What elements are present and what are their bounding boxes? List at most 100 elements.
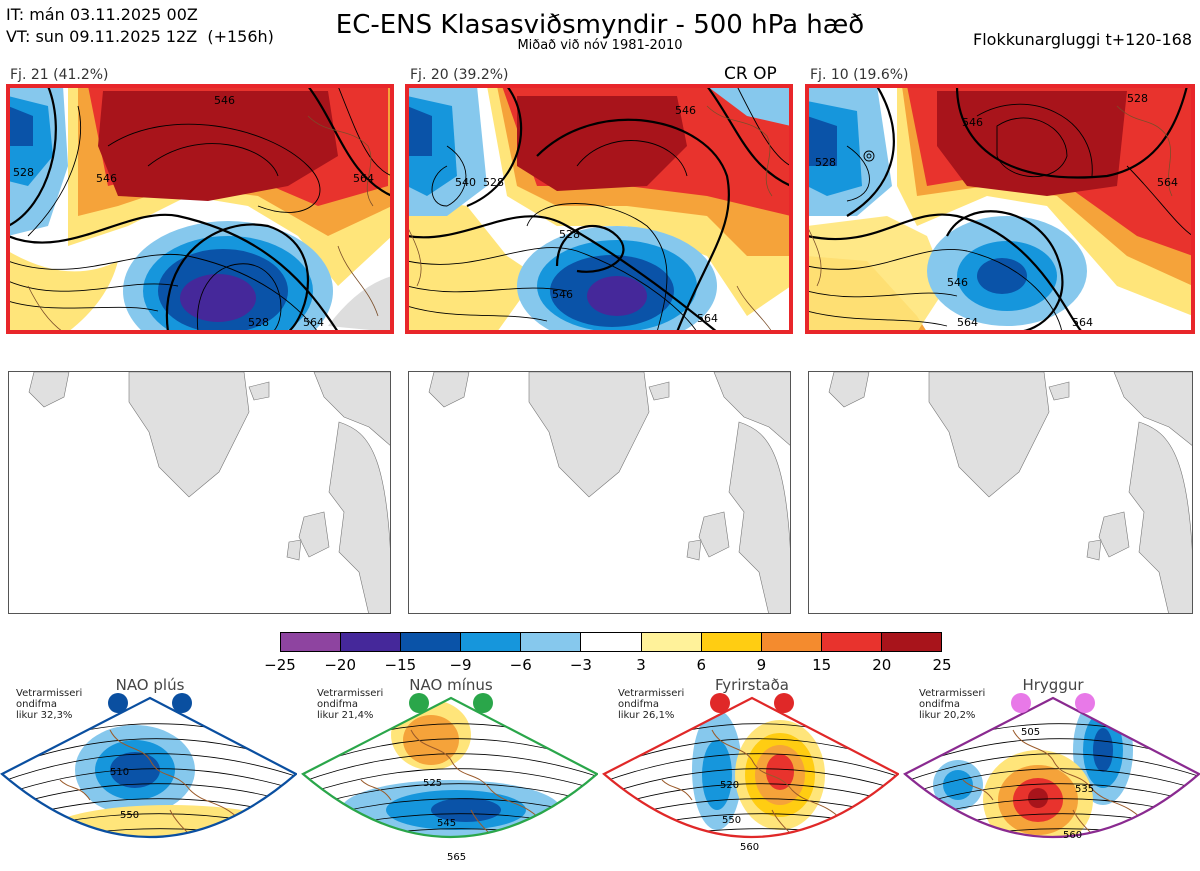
anomaly-shade <box>1028 788 1048 808</box>
regime-dot-icon <box>710 693 730 713</box>
regime-probability-note: Vetrarmisseri ondifma likur 20,2% <box>919 688 986 721</box>
regime-dot-icon <box>1011 693 1031 713</box>
colorbar-cell <box>281 633 342 651</box>
anomaly-shade <box>110 752 160 788</box>
regime-contour-label: 520 <box>720 780 739 791</box>
height-contour <box>2 768 296 800</box>
regime-frame <box>602 696 899 838</box>
valid-time: VT: sun 09.11.2025 12Z (+156h) <box>6 27 274 46</box>
p1-contour-d: 564 <box>353 172 374 185</box>
colorbar-tick-label: −9 <box>449 656 472 674</box>
regime-probability-note: Vetrarmisseri ondifma likur 32,3% <box>16 688 83 721</box>
colorbar-tick-label: 3 <box>636 656 646 674</box>
anomaly-shade <box>50 805 290 837</box>
height-contour <box>303 768 597 800</box>
colorbar-tick-label: 20 <box>872 656 892 674</box>
p3-contour-e: 546 <box>947 276 968 289</box>
blank-map-2 <box>408 371 791 614</box>
regime-probability-note: Vetrarmisseri ondifma likur 26,1% <box>618 688 685 721</box>
regime-title: Hryggur <box>1022 676 1084 694</box>
p2-contour-d: 528 <box>483 176 504 189</box>
p3-contour-a: 528 <box>1127 92 1148 105</box>
p2-contour-a: 546 <box>675 104 696 117</box>
regime-4: 505 535 560 Hryggur Vetrarmisseri ondifma li… <box>903 676 1200 871</box>
colorbar-cell <box>821 633 882 651</box>
blank-map-3 <box>808 371 1193 614</box>
colorbar-cell <box>581 633 642 651</box>
height-contour <box>602 859 899 871</box>
regime-3: 520 550 560 Fyrirstaða Vetrarmisseri ondifma… <box>602 676 899 871</box>
init-time: IT: mán 03.11.2025 00Z <box>6 5 198 24</box>
regime-contour-label: 510 <box>110 767 129 778</box>
colorbar-cell <box>881 633 942 651</box>
regime-contour-label: 525 <box>423 778 442 789</box>
anomaly-shade <box>403 715 459 765</box>
p2-contour-c: 528 <box>559 228 580 241</box>
page-title: EC-ENS Klasasviðsmyndir - 500 hPa hæð <box>335 10 865 40</box>
regime-contour-label: 560 <box>1063 830 1082 841</box>
regime-contour-label: 560 <box>740 842 759 853</box>
cluster-map-1: 546 528 546 564 528 564 <box>6 84 394 334</box>
cluster-3-label: Fj. 10 (19.6%) <box>810 67 909 83</box>
colorbar-tick-label: 6 <box>696 656 707 674</box>
height-contour <box>604 768 898 800</box>
colorbar-cell <box>341 633 402 651</box>
classification-window: Flokkunargluggi t+120-168 <box>973 30 1192 49</box>
p1-contour-b: 528 <box>13 166 34 179</box>
colorbar-ticks: −25 −20 −15 −9 −6 −3 3 6 9 15 20 25 <box>264 656 951 676</box>
height-contour <box>0 859 297 871</box>
colorbar-cell <box>461 633 522 651</box>
colorbar-tick-label: −25 <box>264 656 296 674</box>
blank-map-1 <box>8 371 391 614</box>
p1-contour-a: 546 <box>214 94 235 107</box>
regime-dot-icon <box>108 693 128 713</box>
p2-contour-b: 540 <box>455 176 476 189</box>
p2-contour-f: 564 <box>697 312 718 325</box>
header-times: IT: mán 03.11.2025 00Z VT: sun 09.11.202… <box>6 4 274 48</box>
p1-contour-c: 546 <box>96 172 117 185</box>
cluster-map-2: 546 540 528 528 546 564 <box>405 84 793 334</box>
anomaly-shade <box>1013 859 1043 871</box>
regime-2: 525 545 565 NAO mínus Vetrarmisseri ondifma … <box>301 676 598 871</box>
colorbar-cell <box>401 633 462 651</box>
p2-contour-e: 546 <box>552 288 573 301</box>
p3-contour-f: 564 <box>957 316 978 329</box>
regime-frame <box>0 696 297 838</box>
regime-contour-label: 550 <box>722 815 741 826</box>
height-contour <box>604 828 898 837</box>
colorbar-tick-label: −15 <box>384 656 417 674</box>
regime-1: 510 550 NAO plús Vetrarmisseri ondifma liku… <box>0 676 297 871</box>
colorbar-cell <box>761 633 822 651</box>
height-contour <box>0 844 297 864</box>
colorbar-cell <box>641 633 702 651</box>
colorbar-cell <box>521 633 582 651</box>
regime-contour-label: 535 <box>1075 784 1094 795</box>
regime-frame <box>903 696 1200 838</box>
colorbar-tick-label: 15 <box>812 656 832 674</box>
height-contour <box>2 753 296 787</box>
anomaly-shade <box>943 770 973 800</box>
colorbar-tick-label: 9 <box>756 656 767 674</box>
p3-contour-c: 528 <box>815 156 836 169</box>
p3-contour-d: 564 <box>1157 176 1178 189</box>
height-contour <box>903 859 1200 871</box>
anomaly-shade <box>1093 728 1113 772</box>
cluster-2-label: Fj. 20 (39.2%) <box>410 67 509 83</box>
height-contour <box>604 753 898 787</box>
colorbar-cell <box>701 633 762 651</box>
cluster-2-badge: CR OP <box>724 64 777 84</box>
height-contour <box>905 828 1199 837</box>
anomaly-shade <box>702 740 732 810</box>
regime-contour-label: 545 <box>437 818 456 829</box>
cluster-map-3: 528 546 528 564 546 564 564 <box>805 84 1195 334</box>
anomaly-shade <box>766 754 794 790</box>
regime-title: Fyrirstaða <box>715 676 789 694</box>
height-contour <box>303 828 597 837</box>
regime-dot-icon <box>473 693 493 713</box>
regime-dot-icon <box>409 693 429 713</box>
cluster-1-label: Fj. 21 (41.2%) <box>10 67 109 83</box>
regime-probability-note: Vetrarmisseri ondifma likur 21,4% <box>317 688 384 721</box>
regime-dot-icon <box>172 693 192 713</box>
regime-title: NAO mínus <box>409 676 493 694</box>
regime-contour-label: 550 <box>120 810 139 821</box>
